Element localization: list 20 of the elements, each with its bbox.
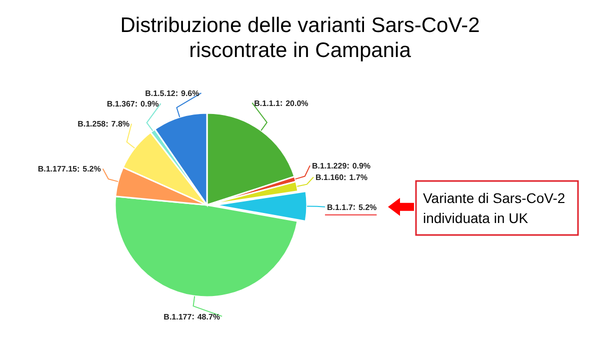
data-label: 0.9% xyxy=(140,100,159,109)
data-label: 20.0% xyxy=(286,98,308,108)
text: Variante di Sars-CoV-2 individuata in UK xyxy=(423,190,566,226)
slice-label: B.1.1.229 xyxy=(312,162,348,171)
slice-label: B.1.177 xyxy=(164,312,192,322)
slice-label: B.1.160 xyxy=(316,173,344,182)
slice-label: B.1.258 xyxy=(78,120,106,129)
slice-label: B.1.1.1 xyxy=(254,98,280,108)
slice-label: B.1.177.15 xyxy=(38,164,78,174)
data-label: 1.7% xyxy=(349,173,368,182)
chart-title: Distribuzione delle varianti Sars-CoV-2 riscontrate in Campania xyxy=(120,14,480,62)
slice-label: B.1.5.12 xyxy=(145,89,176,98)
data-label: 48.7% xyxy=(197,312,220,322)
data-label: 7.8% xyxy=(111,120,130,129)
data-label: 9.6% xyxy=(181,89,200,98)
slice-label: B.1.367 xyxy=(106,100,136,109)
data-label: 0.9% xyxy=(352,162,371,171)
data-label: 5.2% xyxy=(358,202,377,212)
slice-label: B.1.1.7 xyxy=(326,202,354,212)
data-label: 5.2% xyxy=(82,164,101,174)
